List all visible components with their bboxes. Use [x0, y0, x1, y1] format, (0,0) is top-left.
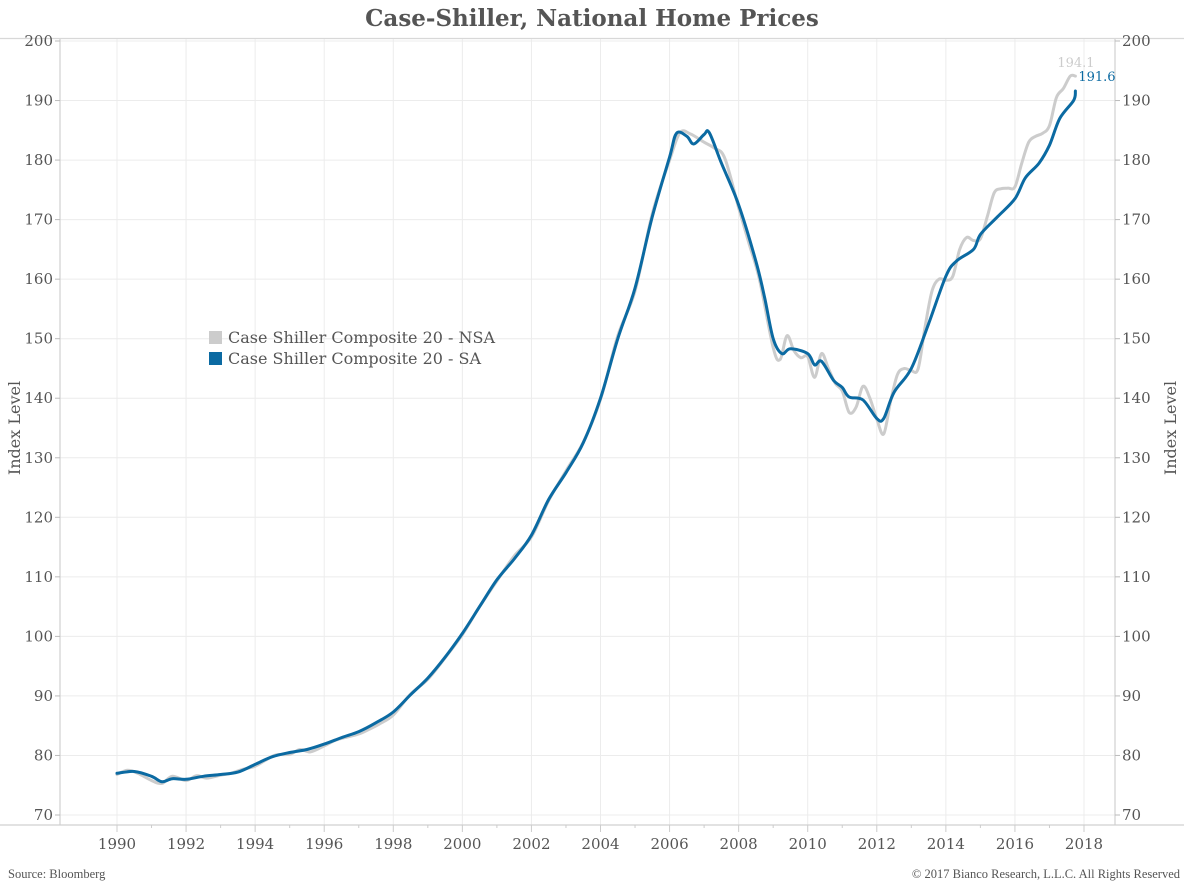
legend: Case Shiller Composite 20 - NSA Case Shi… [209, 328, 496, 368]
y-tick-label-left: 160 [24, 270, 53, 288]
y-tick-label-right: 140 [1122, 389, 1151, 407]
series-line-nsa [115, 73, 1077, 786]
y-tick-label-right: 70 [1122, 806, 1141, 824]
copyright-note: © 2017 Bianco Research, L.L.C. All Right… [912, 867, 1181, 881]
y-tick-label-left: 130 [24, 449, 53, 467]
y-tick-label-left: 120 [24, 508, 53, 526]
x-tick-label: 1994 [236, 835, 274, 853]
x-tick-label: 2010 [789, 835, 827, 853]
x-axis-ticks: 1990 1992 1994 1996 1998 2000 2002 2004 2006 2008… [98, 825, 1103, 853]
y-tick-label-left: 90 [34, 687, 53, 705]
legend-label-nsa: Case Shiller Composite 20 - NSA [228, 328, 496, 347]
y-tick-label-left: 80 [34, 746, 53, 764]
legend-swatch-nsa [209, 331, 222, 344]
y-axis-left-ticks: 70 80 90 100 110 120 130 140 150 160 170 180 190 200 [24, 32, 60, 824]
x-tick-label: 2004 [581, 835, 619, 853]
y-tick-label-left: 70 [34, 806, 53, 824]
x-tick-label: 1998 [374, 835, 412, 853]
y-tick-label-left: 100 [24, 627, 53, 645]
x-tick-label: 2014 [927, 835, 965, 853]
source-note: Source: Bloomberg [8, 867, 106, 881]
y-tick-label-right: 80 [1122, 746, 1141, 764]
x-tick-label: 2018 [1065, 835, 1103, 853]
y-tick-label-right: 180 [1122, 151, 1151, 169]
x-tick-label: 2016 [996, 835, 1034, 853]
x-tick-label: 2000 [443, 835, 481, 853]
y-axis-right-ticks: 70 80 90 100 110 120 130 140 150 160 170 180 190 200 [1115, 32, 1151, 824]
x-tick-label: 2012 [858, 835, 896, 853]
grid [60, 39, 1115, 825]
x-tick-label: 2008 [720, 835, 758, 853]
y-tick-label-right: 110 [1122, 568, 1151, 586]
y-tick-label-right: 150 [1122, 330, 1151, 348]
chart-title: Case-Shiller, National Home Prices [365, 5, 819, 32]
y-axis-left-title: Index Level [5, 381, 24, 475]
y-tick-label-right: 200 [1122, 32, 1151, 50]
y-tick-label-right: 170 [1122, 211, 1151, 229]
y-tick-label-right: 120 [1122, 508, 1151, 526]
series-line-sa [115, 89, 1077, 784]
y-tick-label-right: 90 [1122, 687, 1141, 705]
y-tick-label-left: 150 [24, 330, 53, 348]
y-tick-label-right: 100 [1122, 627, 1151, 645]
x-tick-label: 1996 [305, 835, 343, 853]
y-tick-label-right: 190 [1122, 92, 1151, 110]
legend-swatch-sa [209, 352, 222, 365]
y-tick-label-left: 190 [24, 92, 53, 110]
y-tick-label-left: 140 [24, 389, 53, 407]
y-tick-label-right: 130 [1122, 449, 1151, 467]
y-tick-label-left: 110 [24, 568, 53, 586]
axes [0, 39, 1184, 826]
y-axis-right-title: Index Level [1161, 381, 1180, 475]
y-tick-label-left: 180 [24, 151, 53, 169]
end-label-sa: 191.6 [1078, 70, 1115, 85]
x-tick-label: 1990 [98, 835, 136, 853]
end-label-nsa: 194.1 [1057, 56, 1094, 71]
x-tick-label: 2006 [650, 835, 688, 853]
y-tick-label-left: 200 [24, 32, 53, 50]
legend-label-sa: Case Shiller Composite 20 - SA [228, 349, 482, 368]
y-tick-label-right: 160 [1122, 270, 1151, 288]
x-tick-label: 2002 [512, 835, 550, 853]
x-tick-label: 1992 [167, 835, 205, 853]
y-tick-label-left: 170 [24, 211, 53, 229]
